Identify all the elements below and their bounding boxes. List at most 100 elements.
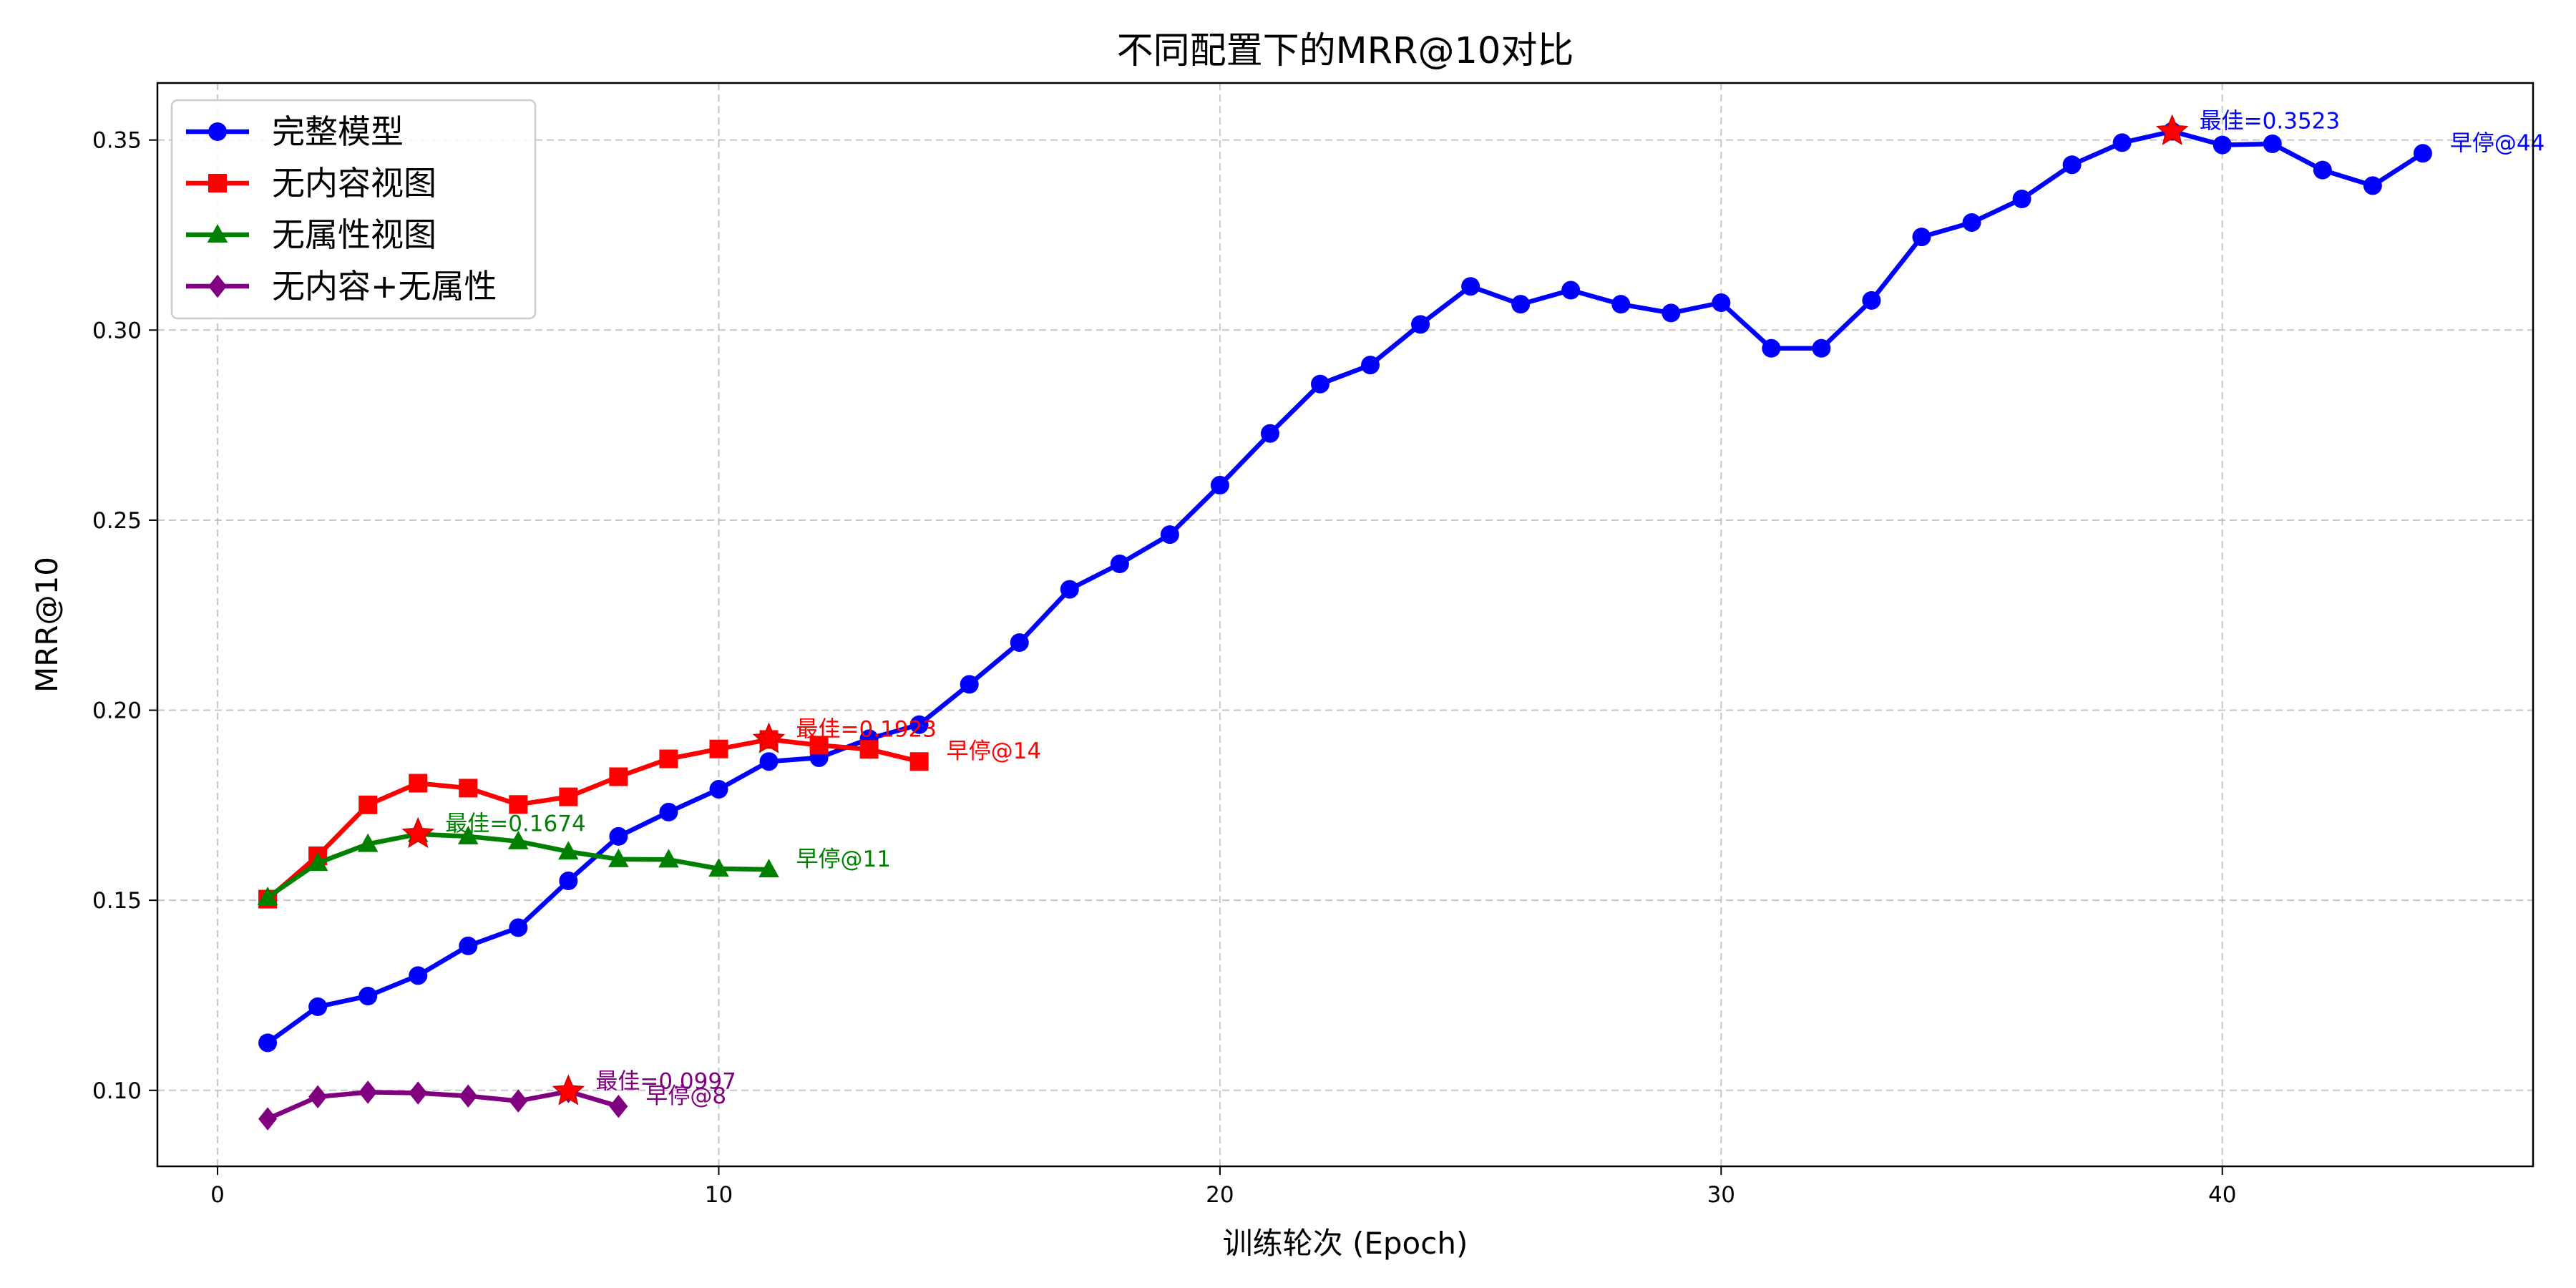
chart-title: 不同配置下的MRR@10对比 xyxy=(1117,30,1574,72)
data-point xyxy=(358,987,378,1006)
x-tick-label: 30 xyxy=(1707,1182,1735,1208)
data-point xyxy=(960,675,979,694)
legend-label: 无内容视图 xyxy=(272,164,436,203)
data-point xyxy=(2112,133,2132,152)
x-tick-label: 10 xyxy=(705,1182,733,1208)
data-point xyxy=(1210,476,1229,495)
data-point xyxy=(1962,213,1981,232)
y-tick-label: 0.10 xyxy=(92,1078,142,1104)
data-point xyxy=(609,767,628,786)
data-point xyxy=(509,918,528,937)
data-point xyxy=(609,1094,628,1118)
data-point xyxy=(609,826,628,846)
data-point xyxy=(459,779,478,798)
data-point xyxy=(508,830,529,849)
data-point xyxy=(809,736,829,755)
data-point xyxy=(708,858,729,877)
data-point xyxy=(558,841,579,860)
data-point xyxy=(308,997,328,1016)
data-point xyxy=(1912,228,1931,247)
data-point xyxy=(658,849,679,868)
data-point xyxy=(1060,580,1079,599)
data-point xyxy=(258,1033,278,1053)
data-point xyxy=(1411,315,1430,334)
data-point xyxy=(2062,155,2082,175)
data-point xyxy=(559,872,578,891)
data-point xyxy=(1762,338,1781,358)
data-point xyxy=(1712,293,1731,313)
data-point xyxy=(2413,144,2432,163)
data-point xyxy=(2363,176,2382,195)
early-stop-label: 早停@11 xyxy=(796,847,891,872)
legend-item: 无内容+无属性 xyxy=(186,267,497,306)
data-point xyxy=(1561,280,1581,300)
data-point xyxy=(509,1089,528,1113)
y-tick-label: 0.20 xyxy=(92,698,142,724)
data-point xyxy=(659,802,678,821)
data-point xyxy=(1160,525,1179,545)
data-point xyxy=(1110,555,1129,574)
data-point xyxy=(1812,338,1831,358)
data-point xyxy=(509,795,528,814)
data-point xyxy=(358,795,378,814)
data-point xyxy=(759,752,779,771)
legend-item: 无属性视图 xyxy=(186,215,436,254)
data-point xyxy=(409,774,428,793)
data-point xyxy=(357,833,379,852)
data-point xyxy=(307,852,328,872)
data-point xyxy=(409,1081,428,1105)
data-point xyxy=(2263,134,2282,153)
early-stop-label: 早停@14 xyxy=(947,738,1041,764)
best-star-marker xyxy=(552,1074,585,1106)
x-tick-label: 40 xyxy=(2208,1182,2236,1208)
data-point xyxy=(457,825,479,844)
data-point xyxy=(308,1085,328,1109)
y-tick-label: 0.25 xyxy=(92,508,142,534)
y-tick-label: 0.35 xyxy=(92,128,142,154)
data-point xyxy=(257,886,278,905)
legend-item: 完整模型 xyxy=(186,112,404,151)
y-axis-label: MRR@10 xyxy=(29,557,64,693)
data-point xyxy=(1361,356,1380,375)
plot-frame xyxy=(156,82,2534,1168)
data-point xyxy=(608,848,629,867)
data-point xyxy=(1310,374,1330,394)
series-3 xyxy=(257,823,779,905)
legend-label: 无属性视图 xyxy=(272,215,436,254)
data-point xyxy=(2012,190,2031,209)
data-point xyxy=(1461,277,1480,296)
data-point xyxy=(559,787,578,806)
annotations: 最佳=0.3523 早停@44 最佳=0.1923 早停@14 最佳=0.1674 早停@… xyxy=(401,108,2545,1109)
y-tick-label: 0.15 xyxy=(92,888,142,914)
best-value-label: 最佳=0.1674 xyxy=(445,811,585,837)
legend-label: 完整模型 xyxy=(272,112,404,151)
data-point xyxy=(709,739,728,758)
data-point xyxy=(2313,160,2332,180)
data-point xyxy=(1662,303,1681,323)
best-value-label: 最佳=0.1923 xyxy=(796,716,937,742)
best-value-label: 最佳=0.0997 xyxy=(595,1068,736,1094)
early-stop-label: 早停@8 xyxy=(645,1083,726,1109)
x-tick-label: 20 xyxy=(1206,1182,1234,1208)
best-star-marker xyxy=(752,722,786,753)
data-point xyxy=(459,1084,478,1108)
legend-box xyxy=(170,99,537,320)
legend-item: 无内容视图 xyxy=(186,164,436,203)
best-star-marker xyxy=(2155,114,2189,145)
data-point xyxy=(1260,424,1279,443)
data-point xyxy=(909,752,929,771)
data-point xyxy=(459,936,478,955)
early-stop-label: 早停@44 xyxy=(2450,130,2545,156)
data-point xyxy=(258,1107,278,1131)
best-star-marker xyxy=(401,816,434,849)
legend-label: 无内容+无属性 xyxy=(272,267,497,306)
data-point xyxy=(1010,633,1029,652)
data-point xyxy=(1611,295,1631,314)
legend-marker xyxy=(207,224,228,243)
series-1 xyxy=(258,122,2432,1053)
data-point xyxy=(1862,291,1881,310)
data-point xyxy=(358,1080,378,1104)
data-point xyxy=(1511,295,1531,314)
